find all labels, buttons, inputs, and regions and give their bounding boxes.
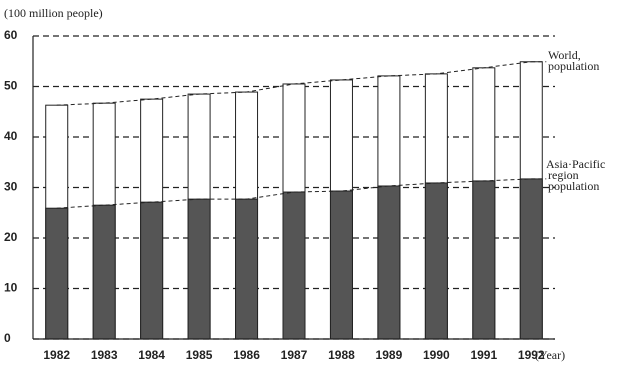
- bar: [329, 190, 353, 340]
- x-tick-label: 1991: [470, 348, 497, 362]
- series-label: World, population: [548, 48, 599, 73]
- x-tick-label: 1992: [518, 348, 545, 362]
- bar: [187, 198, 211, 340]
- bar: [140, 201, 164, 340]
- bar: [519, 178, 543, 340]
- y-tick-label: 50: [4, 79, 18, 93]
- x-tick-label: 1988: [328, 348, 355, 362]
- y-tick-label: 30: [4, 180, 18, 194]
- bar: [92, 204, 116, 340]
- bar: [45, 207, 69, 340]
- x-tick-label: 1982: [43, 348, 70, 362]
- y-tick-label: 0: [4, 331, 11, 345]
- bar: [424, 182, 448, 340]
- connector-line: [56, 61, 532, 106]
- x-tick-label: 1984: [138, 348, 165, 362]
- bar: [377, 185, 401, 340]
- x-tick-label: 1989: [376, 348, 403, 362]
- y-tick-label: 20: [4, 230, 18, 244]
- x-tick-label: 1986: [233, 348, 260, 362]
- x-tick-label: 1987: [281, 348, 308, 362]
- y-tick-label: 60: [4, 28, 18, 42]
- series-label: Asia·Pacific region population: [546, 157, 605, 193]
- connector-line: [56, 178, 532, 209]
- x-tick-label: 1990: [423, 348, 450, 362]
- x-tick-label: 1985: [186, 348, 213, 362]
- y-axis-label: (100 million people): [4, 6, 103, 20]
- x-tick-label: 1983: [91, 348, 118, 362]
- x-axis-label: (Year): [535, 348, 565, 362]
- bar: [472, 180, 496, 340]
- y-tick-label: 40: [4, 129, 18, 143]
- y-tick-label: 10: [4, 281, 18, 295]
- bar: [235, 198, 259, 340]
- bar: [282, 191, 306, 340]
